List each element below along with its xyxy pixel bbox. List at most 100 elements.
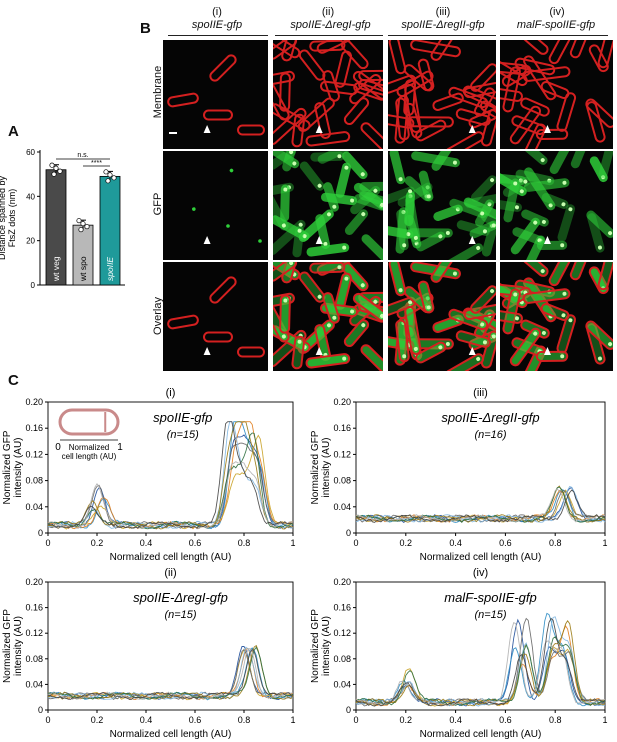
cell [273,40,298,60]
cell-membrane [395,319,410,363]
cell-gfp-fill [500,309,522,323]
panel-roman: (iii) [473,387,488,399]
cell [509,327,542,367]
series-title: malF-spoIIE-gfp [444,590,536,605]
cell [535,128,569,140]
cell [569,262,590,281]
cell-membrane [237,346,265,358]
cell [585,320,613,350]
cell-membrane [360,344,383,371]
cell-membrane [520,97,550,117]
cell-membrane [500,60,527,76]
cell-gfp-fill [273,215,310,241]
cell-gfp-fill [323,293,339,323]
cell [358,69,383,82]
cell-gfp-fill [306,243,350,257]
cell-gfp-fill [389,262,406,296]
cell-gfp-fill [361,234,383,260]
plot-frame [355,581,606,711]
cell-gfp-fill [335,162,352,198]
gfp-focus [438,234,443,239]
cell-gfp-fill [341,262,368,291]
micrograph-gfp-col3 [388,151,496,260]
cell-membrane [309,262,346,274]
cell [540,80,570,99]
col-roman-iv: (iv) [549,6,565,18]
gfp-focus [408,300,413,305]
cell [388,186,416,204]
y-tick-label: 0.12 [25,449,43,459]
x-tick-label: 0 [353,715,358,725]
series-title: spoIIE-ΔregII-gfp [441,410,539,425]
intensity-trace [47,421,294,530]
cell [448,86,489,109]
cell [306,243,350,257]
arrowhead-marker [203,236,211,245]
col-name-ii: spoIIE-ΔregI-gfp [290,19,371,31]
y-tick-label: 60 [26,148,35,157]
cell [352,292,383,322]
gfp-focus [608,342,613,347]
cell [310,151,345,162]
x-tick-label: 0.2 [400,538,413,548]
cell-membrane [417,58,435,92]
cell [192,207,196,211]
y-tick-label: 0.04 [333,502,351,512]
cell-membrane [463,80,496,99]
cell-gfp-fill [598,262,613,290]
y-tick-label: 0.12 [333,628,351,638]
cell [323,182,339,212]
y-tick-label: 0.20 [333,397,351,407]
gfp-focus [350,309,355,314]
cell-membrane [273,70,295,88]
cell-membrane [388,74,417,94]
cell [404,305,422,355]
cell-membrane [291,335,306,370]
cell [598,151,613,179]
intensity-trace [47,432,294,530]
cell-gfp-fill [523,178,570,192]
cell-membrane [273,298,290,343]
cell-membrane [322,70,340,102]
panel-b-letter: B [140,20,151,37]
cell-gfp-fill [500,198,522,212]
cell [455,330,491,348]
cell [430,262,457,283]
gfp-focus [289,262,294,266]
gfp-focus [518,178,523,183]
cell-membrane [445,353,485,371]
cell-membrane [448,86,489,109]
micrograph-gfp-col1 [163,151,268,260]
cell [167,314,199,330]
intensity-trace [355,486,606,523]
gfp-focus [487,202,492,207]
gfp-focus [413,235,418,240]
cell [510,217,541,255]
cell-gfp-fill [315,325,331,360]
y-tick-label: 0.16 [333,603,351,613]
arrowhead-marker [315,125,323,134]
cell [463,80,496,99]
x-tick-label: 0.6 [499,715,512,725]
cell [502,66,521,113]
panel-c-letter: C [8,372,19,389]
cell-membrane [305,131,351,147]
cell-membrane [273,262,298,282]
cell [445,131,485,149]
intensity-trace [47,442,294,529]
gfp-focus [548,203,553,208]
chart-i: (i) 0 0.2 0.4 0.6 0.8 1 0 0.04 0.08 0.12 0.16 0.20 No… [2,387,296,563]
cell [404,83,422,133]
cell-membrane [502,66,521,113]
micrograph-canvas [500,151,613,260]
gfp-focus [568,318,573,323]
micrograph-canvas [388,40,496,149]
cell [359,181,383,192]
gfp-focus [226,224,230,228]
x-axis-label: Normalized cell length (AU) [110,552,232,563]
cell-membrane [417,280,435,314]
x-tick-label: 0.6 [499,538,512,548]
cell [360,344,383,371]
cell-membrane [273,292,295,310]
cell-membrane [479,100,496,124]
